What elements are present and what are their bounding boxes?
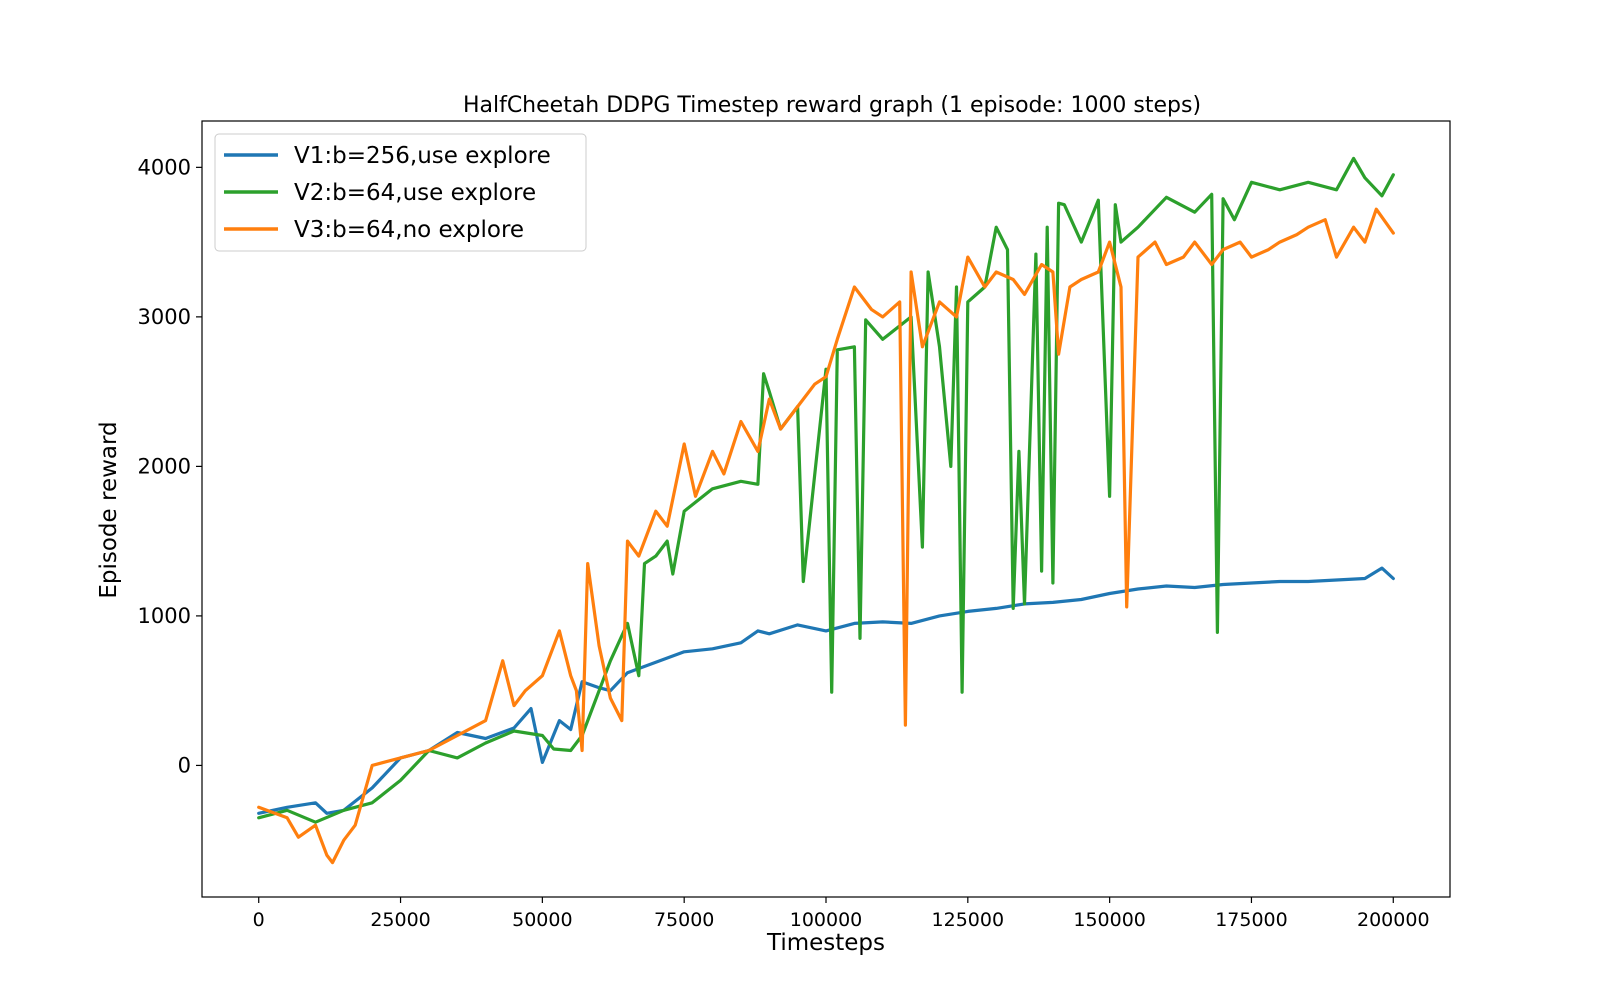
legend-label-2: V2:b=64,use explore bbox=[294, 180, 536, 206]
series-line-1 bbox=[257, 566, 1395, 815]
x-tick-label: 50000 bbox=[512, 909, 572, 931]
x-tick-label: 150000 bbox=[1073, 909, 1146, 931]
y-axis-title: Episode reward bbox=[96, 421, 122, 598]
x-tick-label: 25000 bbox=[370, 909, 430, 931]
y-axis: 0 1000 2000 3000 4000 bbox=[138, 155, 202, 777]
y-tick-label: 1000 bbox=[138, 604, 191, 628]
legend: V1:b=256,use explore V2:b=64,use explore V… bbox=[214, 133, 587, 252]
x-tick-label: 100000 bbox=[790, 909, 863, 931]
y-tick-label: 2000 bbox=[138, 454, 191, 478]
x-tick-label: 200000 bbox=[1357, 909, 1430, 931]
y-tick-label: 4000 bbox=[138, 155, 191, 179]
series-layer bbox=[257, 156, 1395, 865]
x-tick-label: 75000 bbox=[654, 909, 714, 931]
chart-title: HalfCheetah DDPG Timestep reward graph (… bbox=[463, 93, 1201, 118]
legend-box bbox=[214, 133, 587, 252]
x-axis-title: Timesteps bbox=[766, 930, 885, 956]
x-tick-label: 175000 bbox=[1215, 909, 1288, 931]
y-tick-label: 3000 bbox=[138, 305, 191, 329]
x-axis: 0 25000 50000 75000 100000 125000 150000 175000… bbox=[253, 897, 1430, 931]
legend-label-1: V1:b=256,use explore bbox=[294, 143, 551, 169]
x-tick-label: 125000 bbox=[932, 909, 1005, 931]
y-tick-label: 0 bbox=[178, 753, 191, 777]
series-line-3 bbox=[257, 207, 1395, 865]
legend-label-3: V3:b=64,no explore bbox=[294, 217, 524, 243]
x-tick-label: 0 bbox=[253, 909, 265, 931]
